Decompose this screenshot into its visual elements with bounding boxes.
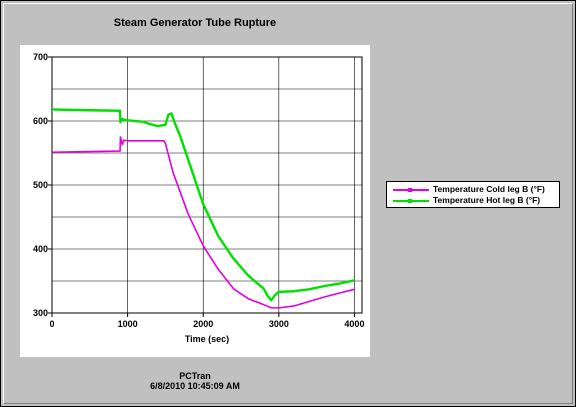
series-line-cold-leg [51, 136, 355, 309]
legend-item-hot-leg: Temperature Hot leg B (°F) [387, 195, 559, 206]
x-axis-label: Time (sec) [185, 334, 229, 344]
legend-marker-hot-leg [408, 199, 412, 203]
y-tick-label: 600 [33, 116, 48, 126]
x-tick-label: 1000 [118, 319, 138, 329]
legend-item-cold-leg: Temperature Cold leg B (°F) [387, 184, 559, 195]
series-line-hot-leg [51, 108, 355, 302]
y-tick-label: 400 [33, 244, 48, 254]
x-tick-label: 3000 [269, 319, 289, 329]
legend-label-cold-leg: Temperature Cold leg B (°F) [433, 184, 545, 194]
y-tick-label: 300 [33, 308, 48, 318]
x-tick-label: 0 [49, 319, 54, 329]
chart-panel [3, 3, 573, 404]
x-tick-label: 2000 [193, 319, 213, 329]
chart-title: Steam Generator Tube Rupture [113, 17, 277, 29]
legend: Temperature Cold leg B (°F) Temperature … [386, 181, 560, 208]
legend-marker-cold-leg [408, 188, 412, 192]
x-tick-label: 4000 [344, 319, 364, 329]
y-tick-label: 500 [33, 180, 48, 190]
footer-timestamp: 6/8/2010 10:45:09 AM [150, 381, 240, 391]
y-tick-label: 700 [33, 52, 48, 62]
footer-app-name: PCTran [179, 371, 211, 381]
chart-background [20, 45, 370, 357]
legend-label-hot-leg: Temperature Hot leg B (°F) [433, 195, 541, 205]
